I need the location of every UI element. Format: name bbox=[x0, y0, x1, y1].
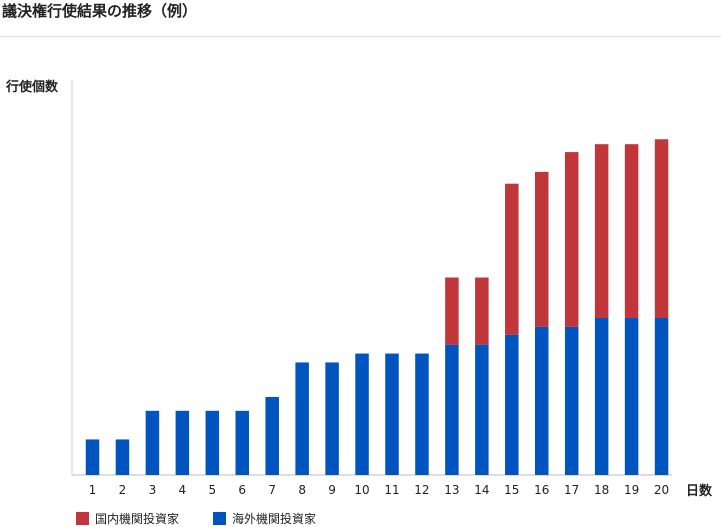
bar-overseas-7 bbox=[265, 396, 279, 475]
x-tick-label: 3 bbox=[149, 483, 157, 497]
bar-domestic-16 bbox=[535, 171, 549, 327]
legend-swatch-domestic bbox=[76, 511, 89, 525]
bar-overseas-3 bbox=[145, 410, 160, 475]
bar-overseas-4 bbox=[175, 410, 190, 475]
bar-overseas-16 bbox=[535, 326, 549, 476]
bar-overseas-8 bbox=[295, 362, 309, 476]
bar-overseas-9 bbox=[325, 362, 339, 476]
legend-label-domestic: 国内機関投資家 bbox=[95, 511, 180, 526]
bar-domestic-19 bbox=[624, 144, 639, 318]
x-tick-label: 11 bbox=[384, 483, 399, 497]
bar-overseas-2 bbox=[115, 439, 130, 475]
x-tick-label: 17 bbox=[564, 483, 579, 497]
bar-overseas-17 bbox=[564, 326, 579, 476]
bar-overseas-12 bbox=[415, 353, 429, 475]
bar-overseas-5 bbox=[205, 410, 220, 475]
legend-label-overseas: 海外機関投資家 bbox=[232, 511, 317, 526]
x-tick-label: 14 bbox=[474, 483, 489, 497]
x-tick-label: 7 bbox=[268, 483, 276, 497]
chart-legend: 国内機関投資家 海外機関投資家 bbox=[76, 510, 350, 526]
bar-overseas-1 bbox=[85, 439, 100, 475]
bar-domestic-18 bbox=[594, 144, 609, 318]
bar-overseas-19 bbox=[624, 317, 639, 475]
x-axis-label: 日数 bbox=[686, 484, 713, 499]
y-axis-label: 行使個数 bbox=[6, 80, 59, 95]
legend-item-domestic: 国内機関投資家 bbox=[76, 510, 179, 527]
bar-domestic-13 bbox=[445, 277, 459, 345]
x-tick-label: 16 bbox=[534, 483, 549, 497]
x-tick-label: 9 bbox=[328, 483, 336, 497]
bar-overseas-20 bbox=[654, 317, 669, 475]
stacked-bar-chart: 1 2 3 4 5 6 7 8 9 10 11 12 13 14 15 16 17 18 19 20 bbox=[71, 80, 672, 497]
title-divider bbox=[0, 36, 721, 37]
bar-domestic-17 bbox=[564, 152, 579, 327]
bar-overseas-13 bbox=[445, 344, 459, 475]
bar-overseas-10 bbox=[355, 353, 369, 475]
bar-overseas-6 bbox=[235, 410, 249, 475]
x-tick-label: 20 bbox=[654, 483, 669, 497]
x-tick-label: 13 bbox=[444, 483, 459, 497]
x-tick-label: 1 bbox=[89, 483, 97, 497]
x-tick-label: 19 bbox=[624, 483, 639, 497]
x-tick-label: 6 bbox=[238, 483, 246, 497]
bar-overseas-14 bbox=[475, 344, 489, 475]
bar-overseas-18 bbox=[594, 317, 609, 475]
x-tick-label: 10 bbox=[354, 483, 369, 497]
legend-item-overseas: 海外機関投資家 bbox=[213, 510, 316, 527]
bar-overseas-15 bbox=[505, 334, 519, 475]
bar-domestic-14 bbox=[475, 277, 489, 345]
bar-domestic-20 bbox=[654, 139, 669, 318]
x-tick-label: 2 bbox=[119, 483, 127, 497]
legend-swatch-overseas bbox=[213, 511, 227, 525]
x-tick-label: 15 bbox=[504, 483, 519, 497]
bar-overseas-11 bbox=[385, 353, 399, 475]
x-tick-label: 8 bbox=[298, 483, 306, 497]
x-tick-label: 5 bbox=[208, 483, 216, 497]
x-tick-label: 4 bbox=[179, 483, 187, 497]
bar-domestic-15 bbox=[505, 183, 519, 335]
page-title: 議決権行使結果の推移（例） bbox=[2, 2, 198, 20]
x-tick-label: 18 bbox=[594, 483, 609, 497]
x-tick-label: 12 bbox=[414, 483, 429, 497]
